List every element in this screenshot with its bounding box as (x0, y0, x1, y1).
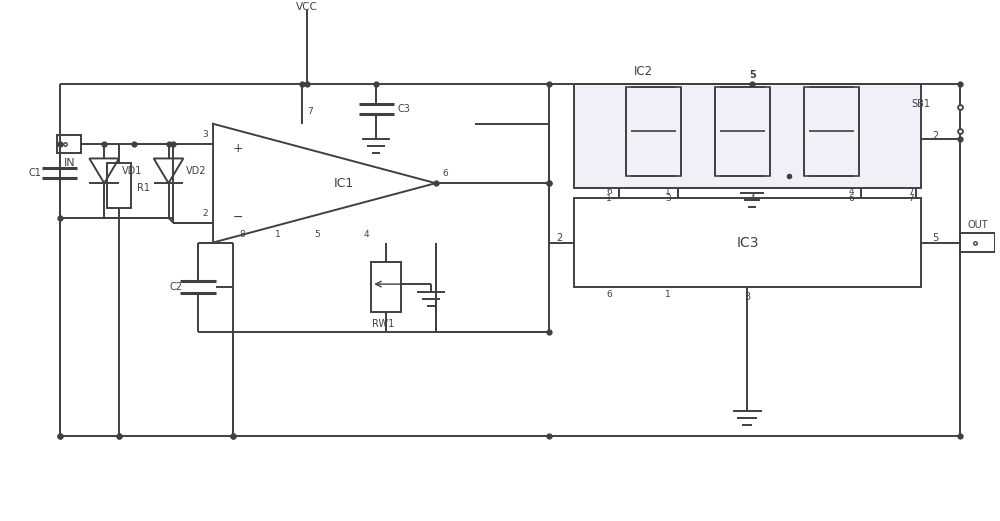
Text: 1: 1 (665, 187, 671, 195)
Text: SB1: SB1 (911, 99, 930, 109)
Text: VCC: VCC (296, 2, 318, 12)
Text: 5: 5 (932, 232, 939, 243)
Text: 1: 1 (274, 230, 280, 239)
Text: 7: 7 (307, 107, 313, 116)
Text: 4: 4 (848, 187, 854, 195)
Text: 5: 5 (314, 230, 320, 239)
Bar (574, 198, 921, 287)
Text: VD1: VD1 (122, 166, 142, 176)
Text: IN: IN (64, 158, 75, 168)
Text: C1: C1 (28, 168, 41, 178)
Text: IC1: IC1 (334, 177, 354, 190)
Text: 4: 4 (750, 193, 755, 203)
Text: 6: 6 (606, 187, 612, 195)
Text: OUT: OUT (967, 220, 988, 230)
Text: VD2: VD2 (186, 166, 206, 176)
Text: 4: 4 (364, 230, 369, 239)
Text: 8: 8 (240, 230, 246, 239)
Text: 3: 3 (744, 292, 750, 302)
Text: 3: 3 (665, 193, 671, 203)
Text: 2: 2 (556, 232, 562, 243)
Text: 6: 6 (606, 290, 612, 299)
Bar (574, 84, 921, 188)
Text: 7: 7 (908, 193, 914, 203)
Text: RW1: RW1 (372, 319, 394, 329)
Text: C2: C2 (170, 282, 183, 292)
Text: 5: 5 (749, 70, 756, 80)
Text: 6: 6 (443, 169, 448, 178)
Bar (371, 263, 401, 312)
Text: R1: R1 (137, 183, 150, 193)
Text: 2: 2 (932, 131, 939, 141)
Text: IC3: IC3 (736, 235, 759, 250)
Text: 6: 6 (848, 193, 854, 203)
Bar (626, 86, 681, 176)
Bar (960, 233, 995, 253)
Text: 3: 3 (202, 130, 208, 139)
Text: 7: 7 (908, 187, 914, 195)
Bar (57, 135, 81, 153)
Bar (107, 164, 131, 208)
Bar (715, 86, 770, 176)
Text: IC2: IC2 (634, 65, 653, 78)
Bar (804, 86, 859, 176)
Text: +: + (232, 142, 243, 155)
Text: −: − (233, 212, 243, 225)
Text: 1: 1 (606, 193, 612, 203)
Text: 2: 2 (202, 209, 208, 218)
Text: C3: C3 (398, 104, 410, 114)
Text: 1: 1 (665, 290, 671, 299)
